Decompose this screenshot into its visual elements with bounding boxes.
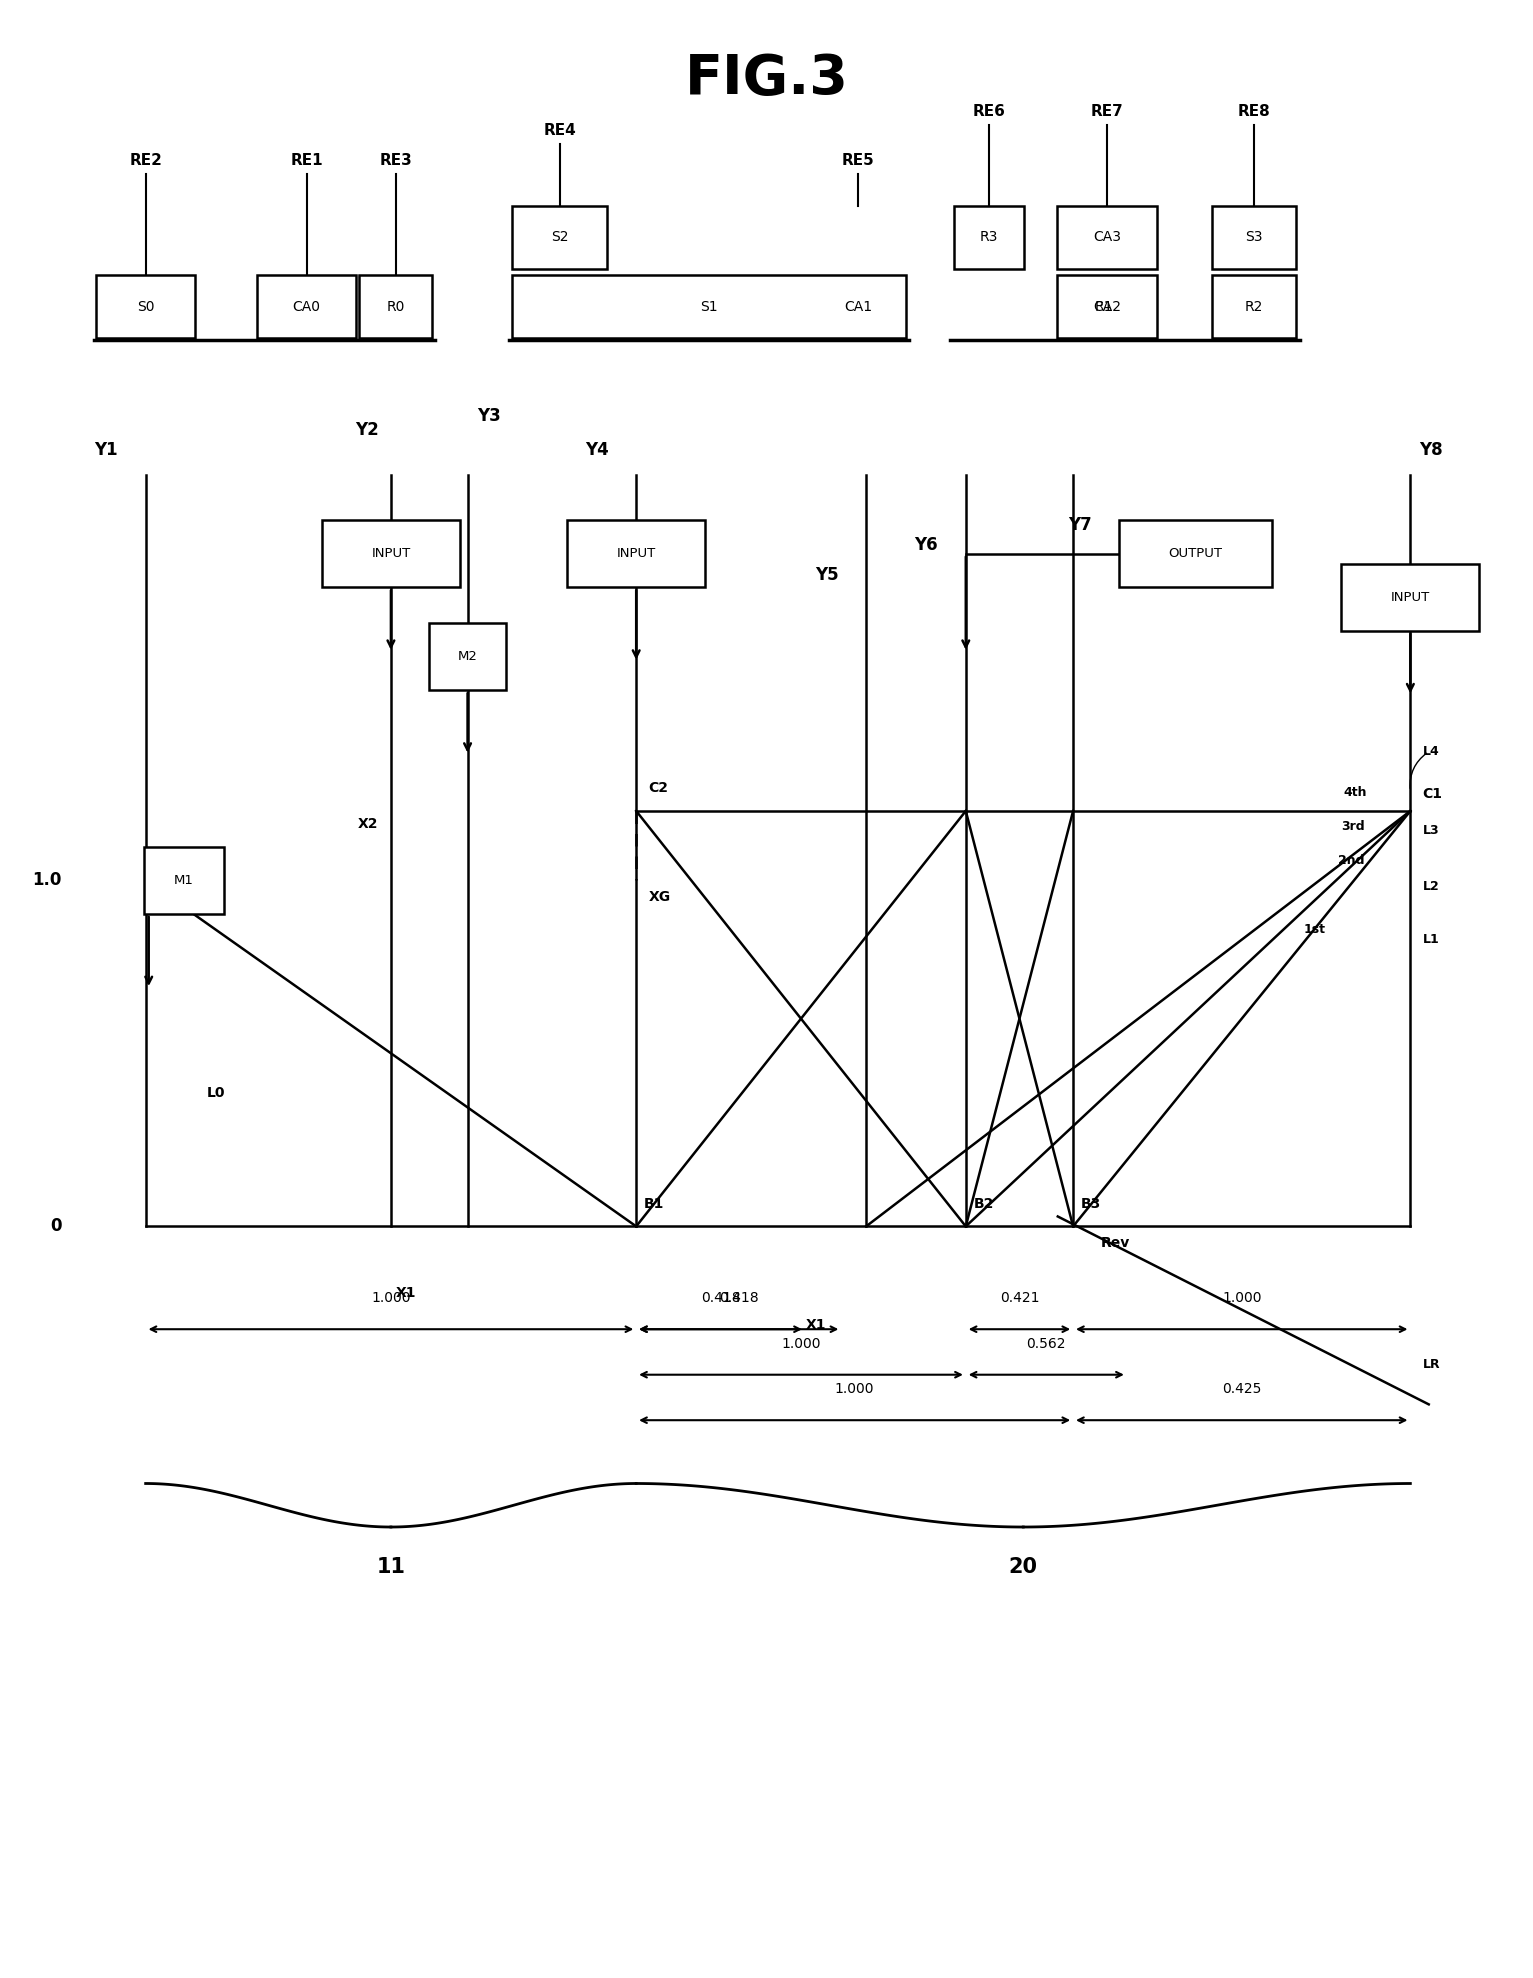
Text: RE6: RE6 [972,103,1006,119]
Text: RE4: RE4 [543,123,576,138]
Text: B3: B3 [1081,1197,1101,1211]
Text: B2: B2 [973,1197,993,1211]
Text: INPUT: INPUT [616,548,656,560]
FancyBboxPatch shape [322,520,460,587]
FancyBboxPatch shape [359,275,432,338]
Text: Y3: Y3 [477,407,500,425]
FancyBboxPatch shape [95,275,196,338]
Text: Y4: Y4 [586,441,609,459]
Text: C2: C2 [648,781,668,795]
FancyBboxPatch shape [1058,206,1156,269]
Text: B1: B1 [644,1197,664,1211]
Text: 0.418: 0.418 [701,1292,740,1305]
Text: S2: S2 [550,229,569,245]
Text: CA0: CA0 [293,299,320,315]
Text: XG: XG [648,890,670,904]
Text: 11: 11 [377,1557,405,1576]
Text: 0.418: 0.418 [719,1292,759,1305]
Text: CA3: CA3 [1093,229,1121,245]
Text: 3rd: 3rd [1341,821,1364,833]
FancyBboxPatch shape [1211,275,1295,338]
Text: CA2: CA2 [1093,299,1121,315]
Text: X2: X2 [359,817,379,831]
Text: Y5: Y5 [816,566,839,584]
Text: S1: S1 [701,299,717,315]
Text: L2: L2 [1423,880,1439,892]
Text: 1.000: 1.000 [782,1337,820,1351]
Text: M2: M2 [458,651,477,663]
Text: R0: R0 [386,299,405,315]
FancyBboxPatch shape [1119,520,1272,587]
Text: X1: X1 [806,1317,826,1333]
FancyBboxPatch shape [1211,206,1295,269]
Text: LR: LR [1423,1359,1439,1371]
Text: 0: 0 [49,1216,61,1236]
Text: X1: X1 [396,1286,417,1300]
Text: 1.000: 1.000 [835,1383,874,1396]
Text: RE7: RE7 [1090,103,1124,119]
Text: 20: 20 [1009,1557,1038,1576]
Text: M1: M1 [175,874,193,886]
Text: L0: L0 [207,1086,225,1100]
Text: Y8: Y8 [1420,441,1443,459]
Text: INPUT: INPUT [1390,591,1430,603]
Text: INPUT: INPUT [371,548,411,560]
Text: FIG.3: FIG.3 [685,51,848,107]
FancyBboxPatch shape [144,847,224,914]
Text: S0: S0 [136,299,155,315]
Text: 2nd: 2nd [1338,854,1364,866]
Text: Rev: Rev [1101,1236,1130,1250]
Text: 1.000: 1.000 [1222,1292,1262,1305]
Text: Y7: Y7 [1069,516,1091,534]
Text: S3: S3 [1245,229,1263,245]
Text: L3: L3 [1423,825,1439,837]
Text: RE1: RE1 [290,152,323,168]
Text: C1: C1 [1423,787,1443,801]
FancyBboxPatch shape [429,623,506,690]
Text: OUTPUT: OUTPUT [1168,548,1223,560]
Text: 1.000: 1.000 [371,1292,411,1305]
Text: 0.425: 0.425 [1222,1383,1262,1396]
Text: 1st: 1st [1305,924,1326,936]
Text: 0.421: 0.421 [1000,1292,1039,1305]
Text: Y2: Y2 [356,421,379,439]
Text: CA1: CA1 [845,299,872,315]
FancyBboxPatch shape [258,275,356,338]
Text: R3: R3 [980,229,998,245]
Text: Y1: Y1 [95,441,118,459]
Text: 1.0: 1.0 [32,870,61,890]
FancyBboxPatch shape [1058,275,1156,338]
Text: RE5: RE5 [842,152,875,168]
FancyBboxPatch shape [512,206,607,269]
Text: RE8: RE8 [1237,103,1271,119]
Text: 0.562: 0.562 [1027,1337,1065,1351]
FancyBboxPatch shape [954,206,1024,269]
FancyBboxPatch shape [567,520,705,587]
FancyBboxPatch shape [1341,564,1479,631]
FancyBboxPatch shape [512,275,906,338]
Text: L4: L4 [1423,746,1439,758]
Text: L1: L1 [1423,934,1439,945]
Text: 4th: 4th [1344,785,1367,799]
Text: RE3: RE3 [379,152,412,168]
Text: Y6: Y6 [915,536,938,554]
Text: R1: R1 [1095,299,1113,315]
Text: RE2: RE2 [129,152,162,168]
Text: R2: R2 [1245,299,1263,315]
